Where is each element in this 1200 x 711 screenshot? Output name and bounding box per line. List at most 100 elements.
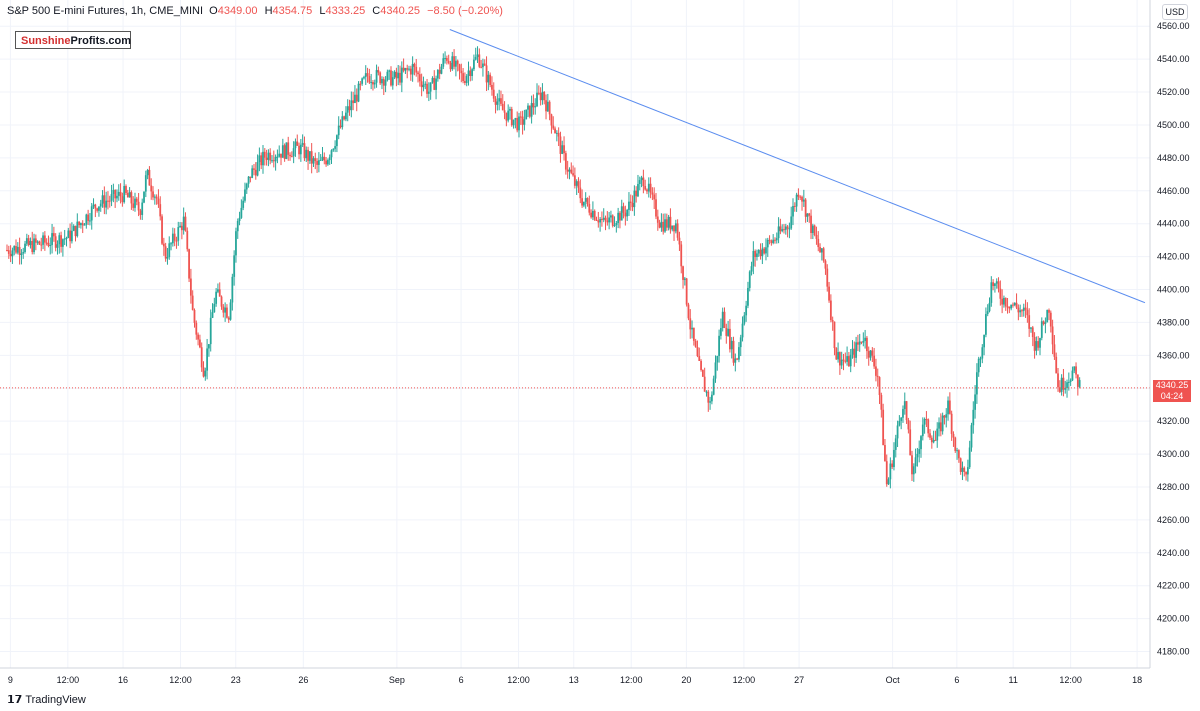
candle-body: [253, 168, 255, 170]
candle-body: [45, 242, 48, 244]
candle-body: [916, 453, 919, 458]
candle-body: [858, 341, 861, 345]
symbol-header: S&P 500 E-mini Futures, 1h, CME_MINI O43…: [7, 5, 507, 17]
candle-body: [128, 192, 131, 198]
candle-body: [777, 226, 780, 239]
candle-body: [548, 101, 551, 115]
candle-body: [171, 233, 174, 244]
candle-body: [116, 195, 118, 199]
candle-body: [687, 304, 690, 319]
candle-body: [1039, 337, 1041, 348]
candle-body: [831, 320, 834, 322]
candle-body: [422, 84, 425, 88]
candle-body: [15, 246, 17, 253]
candle-body: [438, 69, 441, 74]
candle-body: [714, 362, 717, 379]
candle-body: [664, 219, 666, 232]
candle-body: [1051, 326, 1054, 345]
candle-body: [673, 225, 675, 232]
candle-body: [748, 271, 751, 288]
candle-body: [67, 230, 70, 238]
tradingview-branding[interactable]: 𝟭𝟳 TradingView: [7, 693, 86, 706]
candle-body: [619, 212, 621, 221]
candle-body: [204, 370, 207, 377]
time-tick-label: 13: [569, 675, 579, 685]
candle-body: [501, 103, 504, 111]
candle-body: [884, 445, 886, 462]
candle-body: [552, 125, 555, 129]
candle-body: [431, 77, 434, 83]
time-tick-label: 11: [1009, 675, 1018, 685]
symbol-name[interactable]: S&P 500 E-mini Futures, 1h, CME_MINI: [7, 5, 204, 17]
candle-body: [166, 257, 169, 259]
candle-body: [929, 433, 931, 438]
candle-body: [435, 78, 437, 90]
time-tick-label: 6: [954, 675, 959, 685]
candle-body: [977, 358, 980, 373]
price-tick-label: 4440.00: [1157, 219, 1190, 229]
candle-body: [893, 449, 895, 467]
candle-body: [581, 198, 583, 206]
candle-body: [182, 216, 185, 231]
candle-body: [939, 422, 942, 432]
candle-body: [653, 194, 656, 200]
sunshine-profits-logo: SunshineProfits.com: [15, 31, 131, 49]
candle-body: [29, 240, 32, 246]
candle-body: [125, 186, 127, 194]
candle-body: [557, 132, 560, 137]
high-value: 4354.75: [272, 5, 313, 17]
logo-part2: Profits.com: [70, 35, 132, 47]
candle-body: [541, 91, 544, 101]
candle-body: [375, 70, 378, 83]
candle-body: [316, 161, 318, 165]
candle-body: [134, 198, 136, 208]
candle-body: [988, 302, 991, 312]
candle-body: [909, 429, 912, 456]
candle-body: [907, 420, 910, 430]
candle-body: [393, 71, 396, 78]
candle-body: [388, 70, 391, 72]
candle-body: [114, 189, 117, 199]
candle-body: [366, 73, 369, 77]
time-tick-label: 18: [1132, 675, 1142, 685]
candle-body: [847, 356, 850, 367]
candle-body: [754, 250, 757, 258]
candle-body: [272, 160, 275, 162]
candle-body: [586, 198, 589, 204]
logo-part1: Sunshine: [21, 35, 71, 47]
price-tick-label: 4240.00: [1157, 548, 1190, 558]
candle-body: [107, 200, 109, 202]
candle-body: [1012, 304, 1014, 306]
currency-badge[interactable]: USD: [1162, 4, 1188, 20]
candle-body: [857, 342, 859, 345]
tradingview-logo-icon: 𝟭𝟳: [7, 694, 23, 706]
candle-body: [943, 415, 946, 418]
candle-body: [424, 83, 427, 85]
candle-body: [509, 109, 511, 111]
candle-body: [413, 63, 416, 67]
candle-body: [985, 314, 987, 335]
candle-body: [144, 175, 147, 192]
price-tick-label: 4460.00: [1157, 186, 1190, 196]
candle-body: [997, 281, 1000, 289]
candle-body: [381, 78, 383, 84]
candle-body: [628, 201, 630, 210]
candle-body: [386, 71, 389, 81]
candle-body: [395, 71, 398, 79]
candle-body: [152, 191, 154, 198]
candle-body: [624, 212, 627, 217]
candle-body: [507, 110, 510, 121]
candle-body: [1069, 380, 1072, 382]
candle-body: [312, 158, 315, 164]
candle-body: [200, 347, 203, 368]
candle-body: [727, 328, 730, 336]
candle-body: [94, 204, 97, 209]
high-label: H: [264, 5, 273, 17]
candle-body: [700, 360, 702, 370]
candle-body: [317, 160, 320, 165]
candle-body: [869, 350, 872, 358]
candle-body: [175, 240, 178, 242]
time-tick-label: 16: [118, 675, 128, 685]
candle-body: [99, 203, 102, 207]
